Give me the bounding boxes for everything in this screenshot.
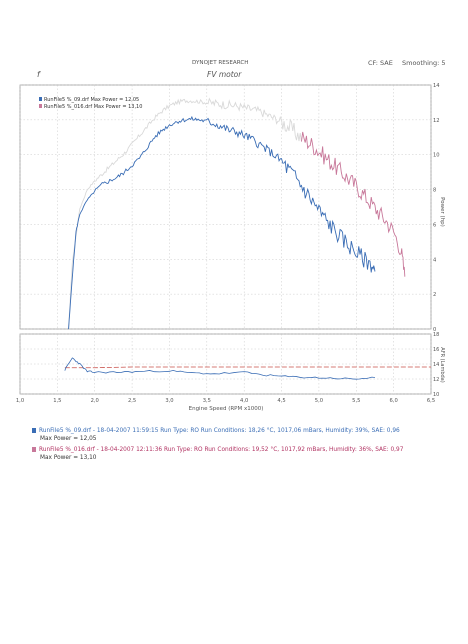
x-tick-label: 3,0 (165, 398, 173, 404)
x-tick-label: 6,0 (390, 398, 398, 404)
power-tick-label: 6 (433, 222, 436, 228)
x-tick-label: 1,0 (16, 398, 24, 404)
legend-entry-run09: RunFile5 %_09.drf Max Power = 12,05 (44, 97, 139, 103)
x-axis-title: Engine Speed (RPM x1000) (189, 406, 264, 412)
x-tick-label: 3,5 (203, 398, 211, 404)
run-max-power-016: Max Power = 13,10 (40, 455, 97, 461)
power-axis-label: Power (hp) (439, 197, 445, 227)
afr-curve-run016 (64, 366, 431, 369)
run-info-016: RunFile5 %_016.drf - 18-04-2007 12:11:36… (32, 446, 403, 462)
legend-entry-run016: RunFile5 %_016.drf Max Power = 13,10 (44, 104, 142, 110)
power-tick-label: 4 (433, 257, 437, 263)
run-info-016-line2: Max Power = 13,10 (32, 454, 403, 462)
x-tick-label: 2,5 (128, 398, 136, 404)
afr-tick-label: 16 (433, 347, 439, 353)
power-curve-run09 (68, 115, 376, 330)
correction-factor: CF: SAE (368, 59, 393, 67)
power-plot-frame (19, 84, 432, 330)
power-tick-label: 12 (433, 118, 440, 124)
run-info-09-line1: RunFile5 %_09.drf - 18-04-2007 11:59:15 … (32, 427, 400, 435)
afr-tick-label: 12 (433, 377, 439, 383)
afr-tick-label: 14 (433, 362, 439, 368)
power-tick-label: 2 (433, 292, 436, 298)
legend-swatch-run09 (39, 97, 42, 101)
afr-tick-label: 18 (433, 332, 439, 338)
x-tick-label: 5,5 (352, 398, 360, 404)
smoothing-setting: Smoothing: 5 (402, 59, 446, 67)
afr-curve-run09 (64, 357, 376, 380)
corner-mark: f (37, 70, 40, 79)
power-tick-label: 14 (433, 83, 440, 89)
afr-tick-label: 10 (433, 392, 439, 398)
x-tick-label: 4,0 (240, 398, 248, 404)
run-info-09-line2: Max Power = 12,05 (32, 435, 400, 443)
power-curve-run016-early (68, 97, 302, 329)
x-tick-label: 5,0 (315, 398, 323, 404)
run-details-09: RunFile5 %_09.drf - 18-04-2007 11:59:15 … (39, 428, 400, 434)
afr-plot-frame (19, 333, 432, 395)
power-curve-run016 (301, 131, 406, 277)
x-tick-label: 4,5 (277, 398, 285, 404)
chart-name: FV motor (207, 70, 242, 79)
legend: RunFile5 %_09.drf Max Power = 12,05 RunF… (39, 97, 142, 110)
x-tick-label: 2,0 (91, 398, 99, 404)
brand-title: DYNOJET RESEARCH (192, 60, 249, 66)
x-tick-label: 1,5 (53, 398, 61, 404)
run-info-016-line1: RunFile5 %_016.drf - 18-04-2007 12:11:36… (32, 446, 403, 454)
run-details-016: RunFile5 %_016.drf - 18-04-2007 12:11:36… (39, 447, 404, 453)
x-tick-label: 6,5 (427, 398, 435, 404)
power-tick-label: 10 (433, 153, 440, 159)
run-swatch-016 (32, 447, 36, 452)
power-tick-label: 0 (433, 327, 436, 333)
run-max-power-09: Max Power = 12,05 (40, 436, 97, 442)
afr-axis-label: AFR (Lambda) (439, 347, 445, 382)
run-info-09: RunFile5 %_09.drf - 18-04-2007 11:59:15 … (32, 427, 400, 443)
power-tick-label: 8 (433, 188, 436, 194)
run-swatch-09 (32, 428, 36, 433)
legend-swatch-run016 (39, 104, 42, 108)
